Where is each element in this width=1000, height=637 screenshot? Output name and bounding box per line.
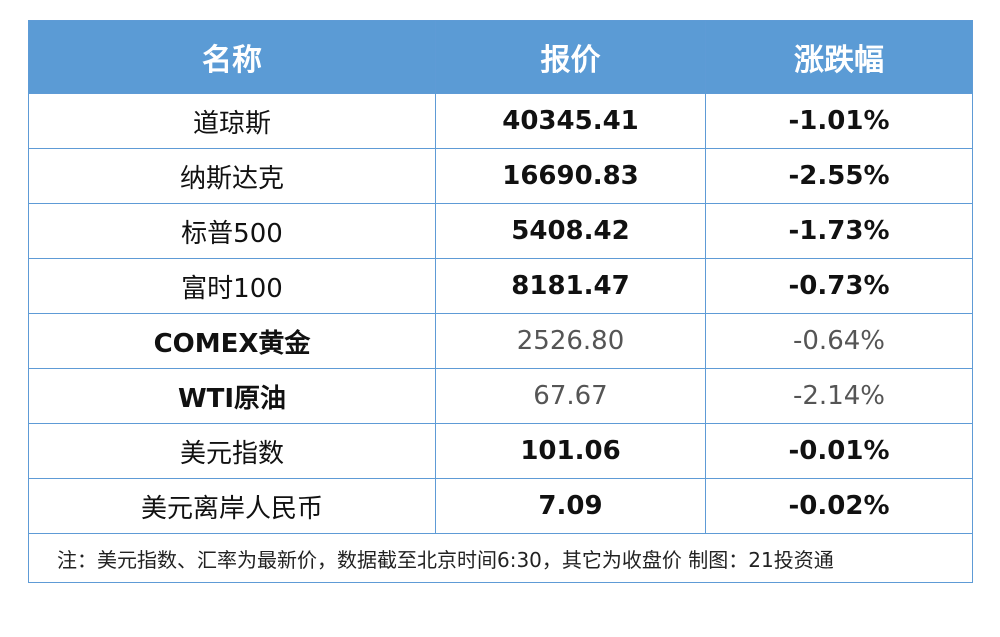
table-row: 纳斯达克 16690.83 -2.55% <box>28 148 973 204</box>
value-cell: -2.14% <box>705 368 973 424</box>
value-cell: 16690.83 <box>435 148 706 204</box>
value-cell: 8181.47 <box>435 258 706 314</box>
name-cell: 纳斯达克 <box>28 148 436 204</box>
table-row: 富时100 8181.47 -0.73% <box>28 258 973 314</box>
name-cell: WTI原油 <box>28 368 436 424</box>
table-row: 美元指数 101.06 -0.01% <box>28 423 973 479</box>
name-cell: 美元离岸人民币 <box>28 478 436 534</box>
header-cell: 名称 <box>28 20 436 94</box>
value-cell: 101.06 <box>435 423 706 479</box>
value-cell: -0.73% <box>705 258 973 314</box>
value-cell: 40345.41 <box>435 93 706 149</box>
value-cell: -2.55% <box>705 148 973 204</box>
header-row: 名称 报价 涨跌幅 <box>28 20 973 94</box>
value-cell: 7.09 <box>435 478 706 534</box>
value-cell: -1.01% <box>705 93 973 149</box>
name-cell: 美元指数 <box>28 423 436 479</box>
value-cell: 5408.42 <box>435 203 706 259</box>
quote-table: 名称 报价 涨跌幅 道琼斯 40345.41 -1.01% 纳斯达克 16690.83 -2.… <box>28 20 973 583</box>
value-cell: -0.02% <box>705 478 973 534</box>
header-cell: 涨跌幅 <box>705 20 973 94</box>
table-row: 标普500 5408.42 -1.73% <box>28 203 973 259</box>
note-row: 注：美元指数、汇率为最新价，数据截至北京时间6:30，其它为收盘价 制图：21投… <box>28 533 973 583</box>
value-cell: -1.73% <box>705 203 973 259</box>
value-cell: -0.01% <box>705 423 973 479</box>
table-row: WTI原油 67.67 -2.14% <box>28 368 973 424</box>
header-cell: 报价 <box>435 20 706 94</box>
table-body: 道琼斯 40345.41 -1.01% 纳斯达克 16690.83 -2.55% 标普500… <box>28 93 973 583</box>
name-cell: 标普500 <box>28 203 436 259</box>
name-cell: 富时100 <box>28 258 436 314</box>
table-row: 道琼斯 40345.41 -1.01% <box>28 93 973 149</box>
quote-table-wrap: 名称 报价 涨跌幅 道琼斯 40345.41 -1.01% 纳斯达克 16690.83 -2.… <box>28 20 973 583</box>
table-row: 美元离岸人民币 7.09 -0.02% <box>28 478 973 534</box>
name-cell: 道琼斯 <box>28 93 436 149</box>
note-cell: 注：美元指数、汇率为最新价，数据截至北京时间6:30，其它为收盘价 制图：21投… <box>28 533 973 583</box>
value-cell: -0.64% <box>705 313 973 369</box>
name-cell: COMEX黄金 <box>28 313 436 369</box>
value-cell: 67.67 <box>435 368 706 424</box>
table-row: COMEX黄金 2526.80 -0.64% <box>28 313 973 369</box>
value-cell: 2526.80 <box>435 313 706 369</box>
